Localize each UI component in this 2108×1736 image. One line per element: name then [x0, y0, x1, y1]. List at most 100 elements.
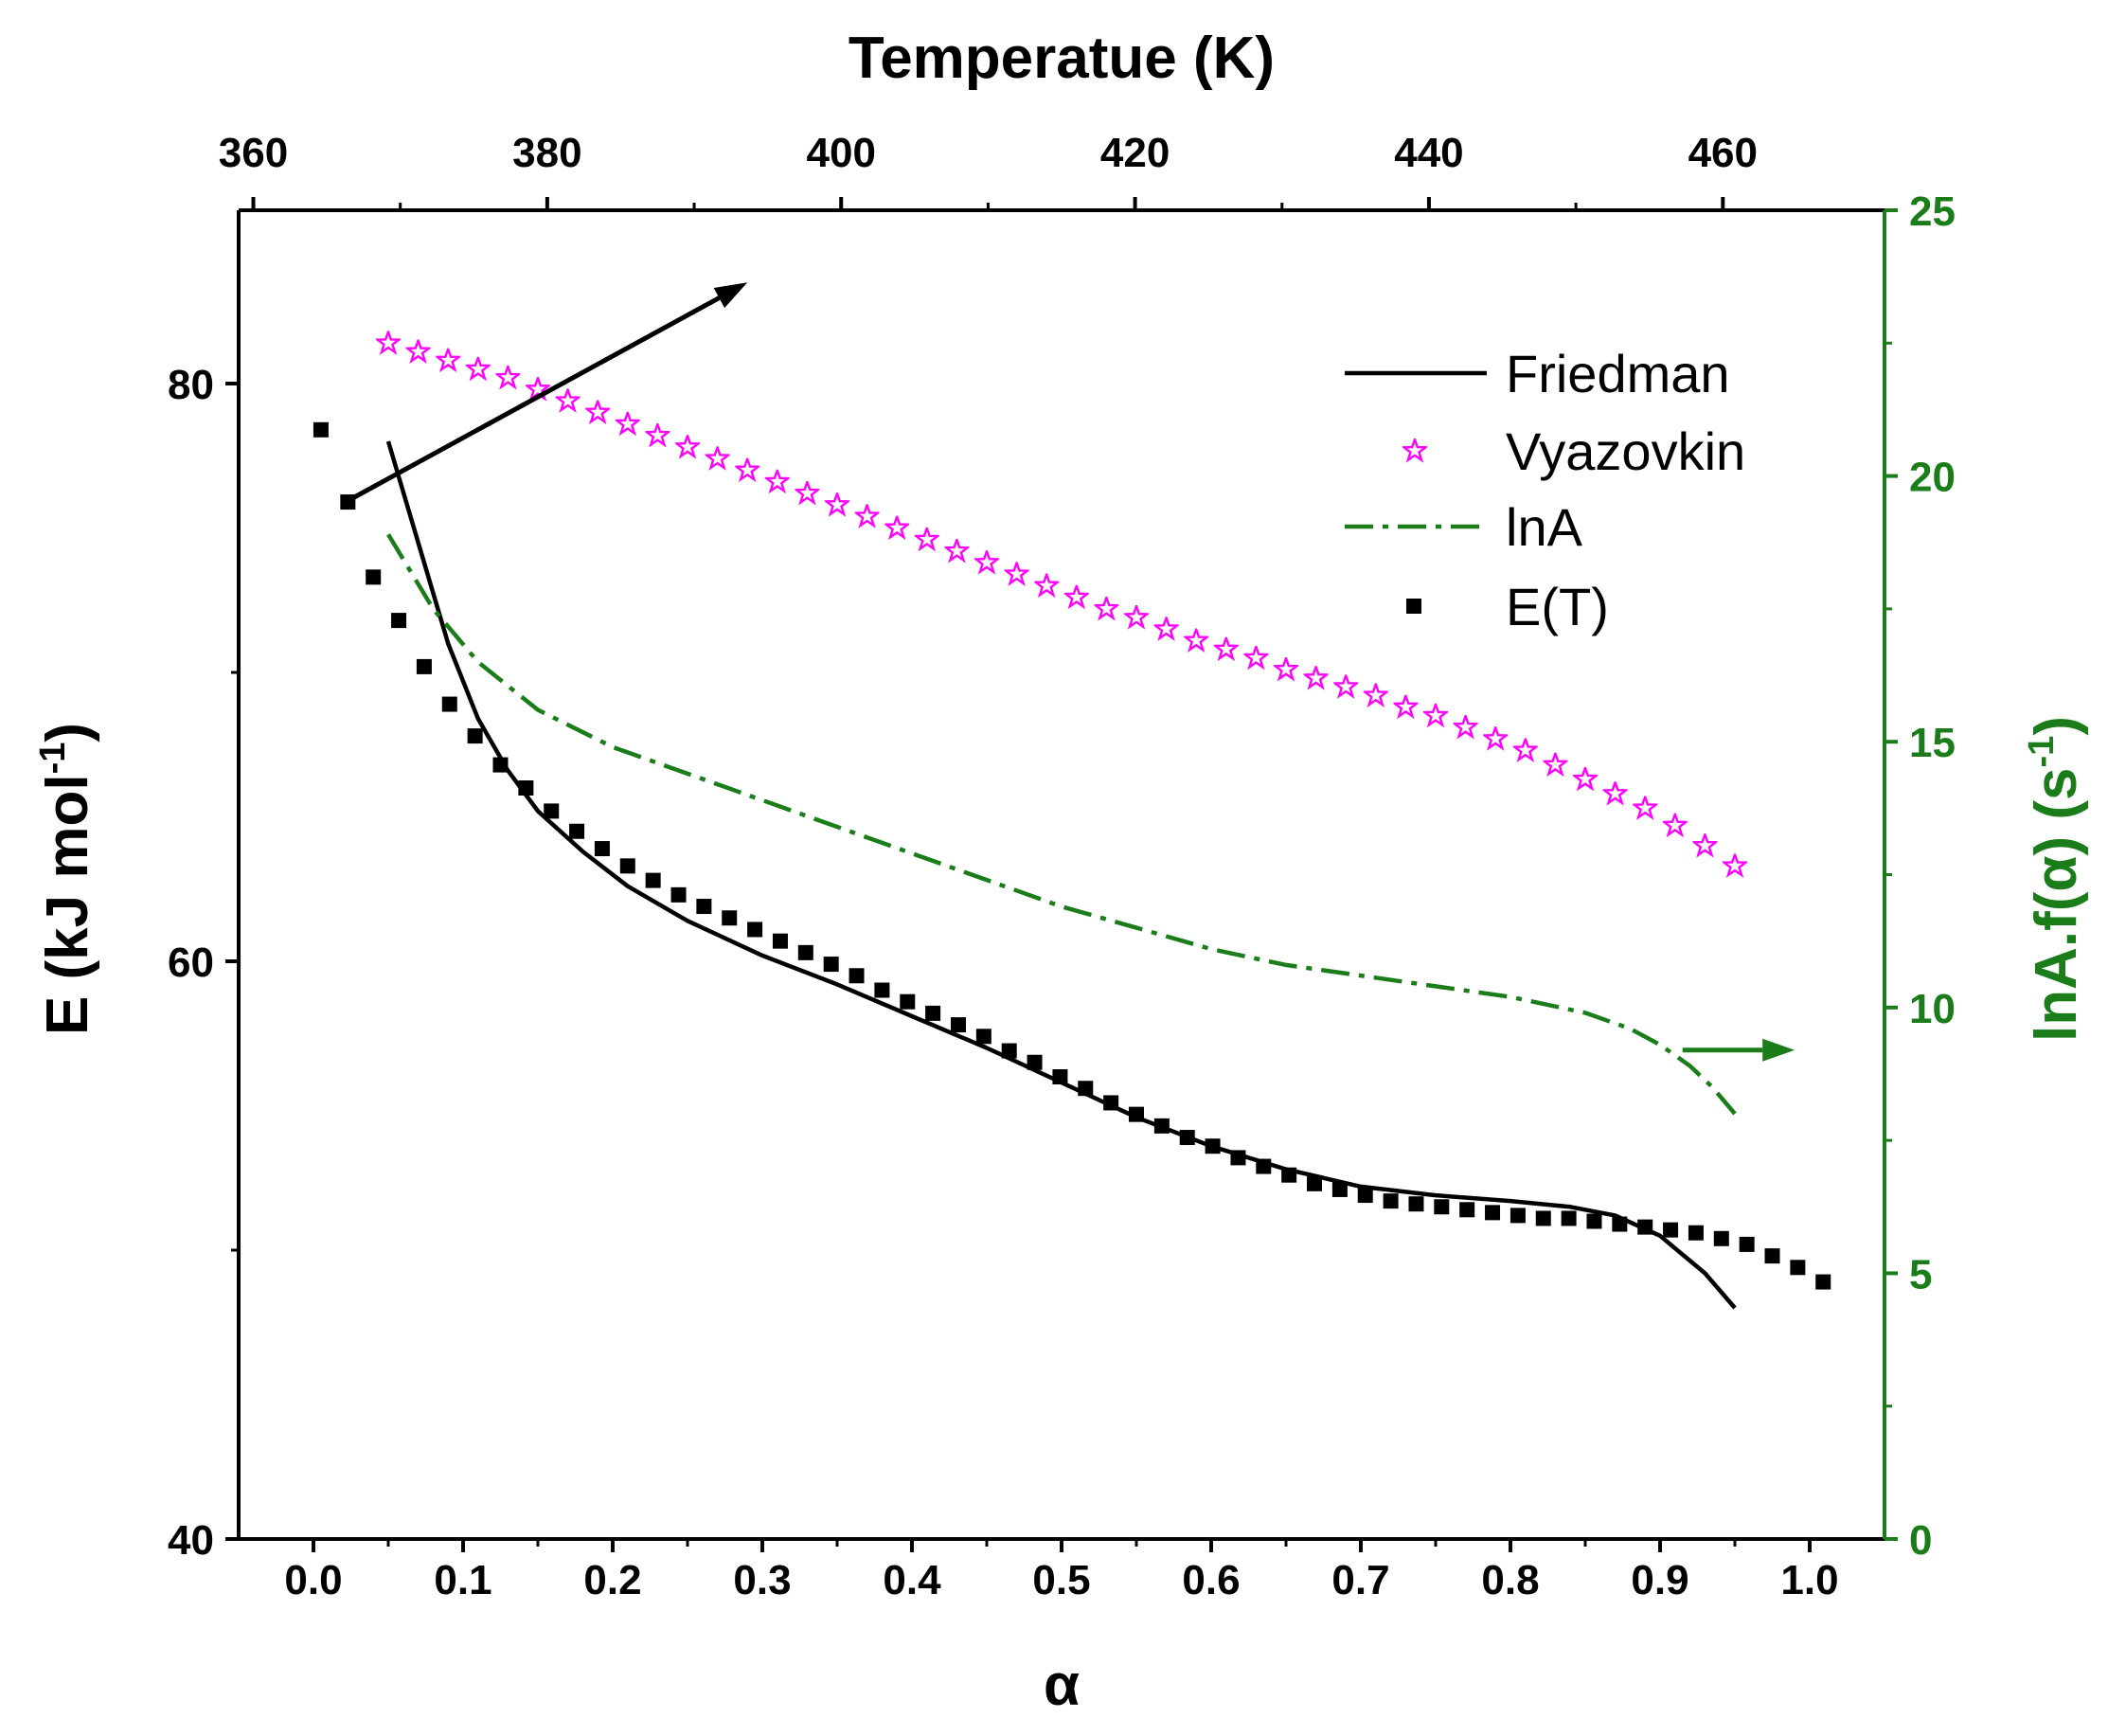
legend-label-lna: lnA [1506, 497, 1583, 557]
et-point [1357, 1188, 1373, 1204]
vyazovkin-point [1034, 573, 1059, 597]
et-point [900, 993, 916, 1010]
vyazovkin-point [1543, 752, 1567, 776]
et-point [1307, 1175, 1323, 1191]
et-point [594, 841, 610, 857]
vyazovkin-point [944, 538, 969, 562]
x-tick-label: 0.1 [434, 1557, 491, 1603]
et-point [849, 968, 865, 984]
et-point [1103, 1095, 1119, 1111]
x2-tick-label: 400 [807, 130, 876, 176]
vyazovkin-point [1094, 596, 1118, 619]
et-point [1001, 1043, 1017, 1059]
x-tick-label: 0.3 [733, 1557, 791, 1603]
x2-tick-label: 440 [1394, 130, 1463, 176]
vyazovkin-point [556, 388, 581, 412]
et-point [518, 780, 534, 796]
y-left-tick-label: 40 [168, 1517, 214, 1564]
x-tick-label: 0.9 [1631, 1557, 1688, 1603]
et-point [1713, 1230, 1729, 1246]
et-point [975, 1029, 991, 1045]
vyazovkin-point [706, 446, 730, 470]
x-tick-label: 0.7 [1331, 1557, 1389, 1603]
et-point [747, 922, 763, 938]
et-point [1205, 1138, 1221, 1154]
et-point [696, 899, 712, 915]
vyazovkin-point [974, 550, 999, 573]
x2-tick-label: 460 [1688, 130, 1758, 176]
et-point [1256, 1158, 1272, 1174]
et-point [823, 957, 839, 973]
et-point [1331, 1181, 1348, 1197]
vyazovkin-point [1393, 694, 1418, 718]
et-point [313, 421, 329, 438]
et-point [619, 858, 635, 874]
vyazovkin-point [825, 492, 849, 515]
x2-tick-label: 380 [512, 130, 581, 176]
vyazovkin-point [406, 339, 431, 363]
et-point [772, 933, 788, 949]
vyazovkin-point [1124, 605, 1149, 628]
et-point [1153, 1118, 1170, 1134]
vyazovkin-point [855, 504, 880, 528]
et-point [797, 944, 813, 960]
vyazovkin-point [436, 348, 460, 371]
vyazovkin-point [1184, 628, 1208, 652]
et-point [1408, 1196, 1424, 1212]
x-tick-label: 1.0 [1780, 1557, 1838, 1603]
annotation-arrows [349, 282, 1795, 1062]
vyazovkin-point [884, 515, 909, 539]
legend: Friedman Vyazovkin lnA E(T) [1345, 344, 1745, 636]
annotation-arrow-shaft [349, 295, 721, 502]
vyazovkin-point [765, 469, 790, 492]
legend-label-friedman: Friedman [1506, 344, 1730, 403]
x-tick-label: 0.0 [284, 1557, 342, 1603]
annotation-arrow-head [713, 282, 748, 309]
et-point [1383, 1193, 1399, 1209]
et-point [366, 569, 382, 585]
et-point [1078, 1081, 1094, 1097]
x2-axis-title: Temperatue (K) [849, 26, 1275, 91]
vyazovkin-point [915, 527, 939, 550]
legend-label-et: E(T) [1506, 577, 1609, 636]
x-tick-label: 0.8 [1481, 1557, 1539, 1603]
et-point [1764, 1248, 1780, 1264]
vyazovkin-point [1214, 636, 1239, 660]
y-left-tick-label: 60 [168, 940, 214, 986]
et-point [1281, 1167, 1297, 1183]
et-point [569, 823, 585, 839]
et-point [441, 696, 457, 712]
vyazovkin-point [585, 400, 610, 423]
x-tick-label: 0.5 [1032, 1557, 1090, 1603]
vyazovkin-point [1243, 645, 1268, 669]
y-right-tick-label: 10 [1909, 986, 1956, 1032]
annotation-arrow-head [1762, 1038, 1795, 1062]
y-right-tick-label: 5 [1909, 1251, 1932, 1298]
et-point [492, 757, 509, 773]
vyazovkin-point [1692, 833, 1717, 856]
vyazovkin-point [795, 480, 819, 504]
vyazovkin-point [1723, 853, 1747, 877]
et-point [1052, 1069, 1068, 1084]
vyazovkin-point [376, 331, 401, 354]
x-axis-title: α [1044, 1653, 1080, 1718]
et-point [1535, 1210, 1551, 1226]
et-point [645, 872, 661, 888]
vyazovkin-point [1064, 584, 1089, 608]
y-right-tick-label: 0 [1909, 1517, 1932, 1564]
et-point [391, 613, 407, 629]
x-tick-label: 0.6 [1182, 1557, 1240, 1603]
vyazovkin-point [1304, 666, 1329, 689]
vyazovkin-point [645, 422, 670, 446]
et-point [544, 803, 560, 819]
et-point [1663, 1222, 1679, 1238]
axis-ticks: 0.0 0.1 0.2 0.3 0.4 0.5 0.6 0.7 0.8 0.9 1.0 360 380 4… [168, 130, 1956, 1603]
x-tick-label: 0.2 [583, 1557, 641, 1603]
series-lnA [386, 533, 1737, 1116]
et-point [1510, 1208, 1526, 1224]
y-right-tick-label: 25 [1909, 188, 1956, 235]
vyazovkin-point [616, 411, 640, 435]
et-point [874, 982, 890, 998]
vyazovkin-point [1364, 683, 1388, 707]
